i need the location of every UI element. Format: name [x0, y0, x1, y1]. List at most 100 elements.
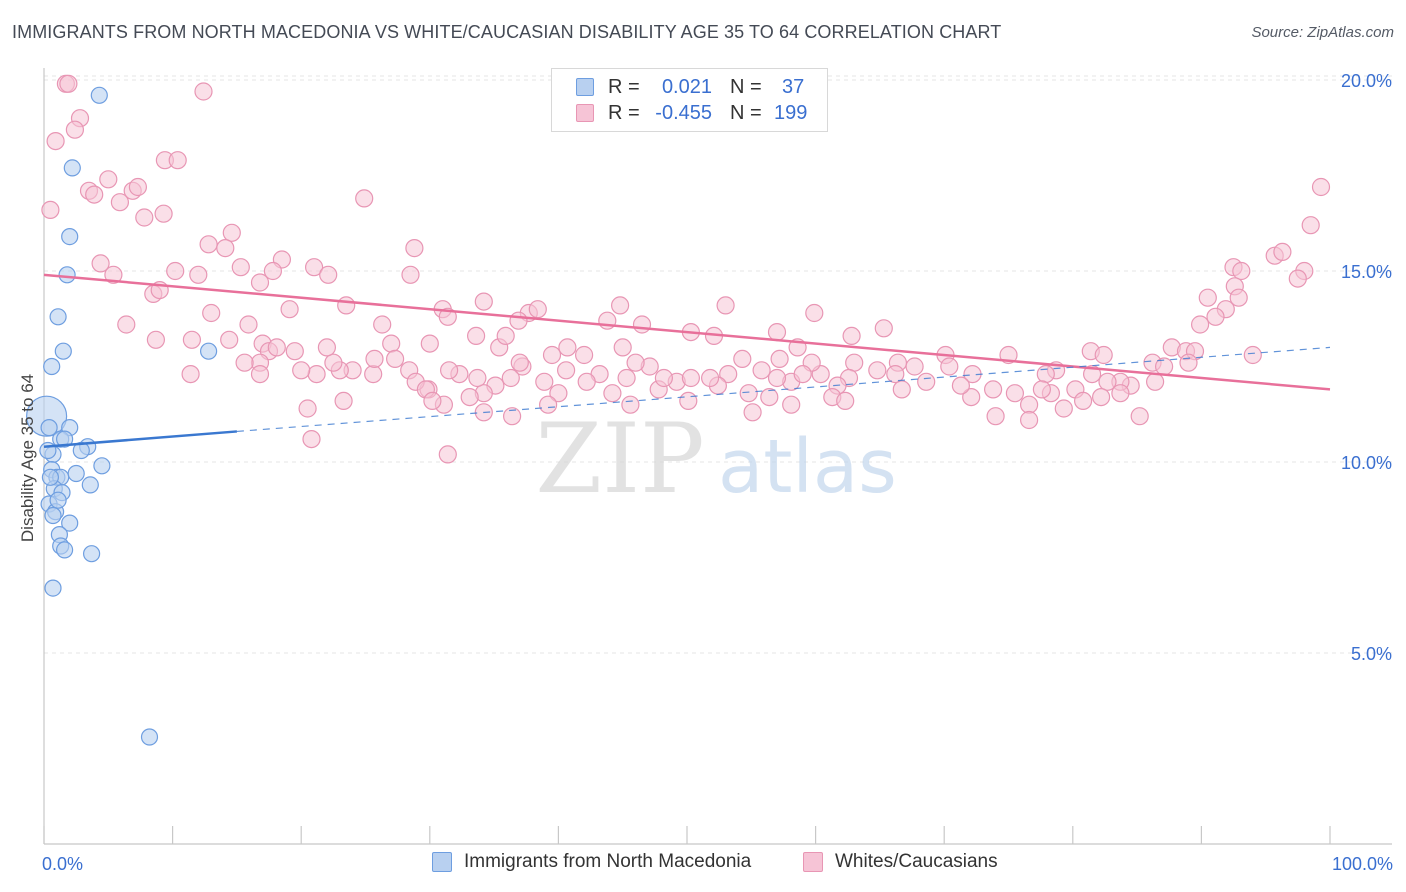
data-point-pink: [438, 445, 457, 464]
data-point-pink: [1145, 372, 1165, 391]
legend-row-blue: R = 0.021 N = 37: [576, 74, 804, 100]
data-point-pink: [940, 357, 959, 376]
data-point-pink: [182, 330, 201, 349]
data-point-pink: [782, 395, 801, 414]
data-point-pink: [460, 388, 479, 407]
data-point-blue: [49, 491, 67, 509]
data-point-pink: [302, 430, 321, 449]
data-point-pink: [496, 326, 515, 345]
legend-r-value: -0.455: [655, 101, 712, 124]
data-point-pink: [117, 315, 136, 334]
data-point-pink: [420, 334, 439, 353]
legend-n-label: N =: [730, 101, 762, 124]
data-point-pink: [46, 132, 65, 151]
data-point-pink: [222, 223, 241, 242]
data-point-pink: [401, 265, 420, 284]
data-point-pink: [41, 200, 60, 219]
data-point-pink: [719, 365, 738, 384]
data-point-pink: [558, 338, 577, 357]
data-point-pink: [1036, 365, 1055, 384]
data-point-pink: [951, 376, 971, 395]
data-point-pink: [1206, 307, 1225, 326]
legend-label: Whites/Caucasians: [835, 851, 998, 872]
data-point-blue: [61, 228, 79, 246]
data-point-pink: [474, 292, 493, 311]
legend-r-label: R =: [608, 75, 640, 98]
legend-swatch-blue: [576, 78, 594, 96]
data-point-pink: [467, 326, 486, 345]
data-point-pink: [556, 361, 576, 380]
data-point-pink: [1243, 345, 1262, 365]
legend-swatch-pink: [576, 104, 594, 122]
data-point-blue: [54, 342, 72, 360]
data-point-pink: [99, 170, 118, 189]
data-point-pink: [845, 353, 864, 372]
data-point-pink: [770, 349, 789, 368]
data-point-pink: [617, 368, 636, 388]
data-point-pink: [324, 353, 343, 372]
data-point-pink: [202, 303, 221, 323]
data-point-blue: [58, 266, 76, 284]
data-point-blue: [43, 357, 61, 376]
data-point-pink: [917, 372, 936, 391]
legend-r-value: 0.021: [661, 75, 712, 98]
data-point-pink: [983, 380, 1003, 399]
data-point-pink: [681, 368, 701, 388]
data-point-pink: [752, 361, 771, 380]
data-point-pink: [110, 193, 130, 212]
y-tick-label: 10.0%: [1341, 453, 1392, 473]
data-point-pink: [438, 307, 457, 326]
data-point-pink: [104, 265, 123, 284]
data-point-pink: [65, 120, 85, 139]
data-point-blue: [55, 541, 74, 559]
data-point-pink: [886, 365, 905, 384]
data-point-pink: [905, 357, 924, 376]
data-point-pink: [679, 391, 698, 410]
data-point-pink: [373, 315, 392, 334]
data-point-pink: [317, 338, 336, 357]
trend-lines: [43, 273, 1331, 448]
data-point-pink: [168, 151, 187, 170]
data-point-pink: [1190, 315, 1210, 334]
legend-n-value: 37: [782, 75, 805, 98]
data-point-pink: [986, 407, 1005, 426]
data-point-blue: [90, 86, 108, 104]
data-point-pink: [962, 388, 981, 407]
data-point-pink: [1005, 384, 1025, 403]
data-point-pink: [1073, 391, 1093, 410]
data-point-blue: [55, 430, 74, 448]
data-point-pink: [502, 407, 522, 426]
data-point-pink: [613, 338, 632, 357]
data-point-pink: [1311, 177, 1331, 197]
y-tick-label: 15.0%: [1341, 262, 1392, 282]
data-point-pink: [868, 361, 887, 380]
data-point-pink: [549, 384, 568, 403]
stats-legend: R = 0.021 N = 37 R = -0.455 N = 199: [551, 68, 828, 132]
data-point-blue: [72, 441, 90, 460]
legend-swatch-blue: [432, 852, 452, 872]
data-point-pink: [235, 353, 254, 372]
y-axis-title: Disability Age 35 to 64: [18, 374, 37, 542]
data-point-pink: [355, 189, 374, 208]
source-label: Source: ZipAtlas.com: [1251, 24, 1394, 41]
x-tick-label: 0.0%: [42, 854, 83, 874]
data-point-pink: [231, 258, 250, 277]
data-point-blue: [81, 476, 99, 494]
series-legend: Immigrants from North Macedonia Whites/C…: [0, 851, 1406, 877]
data-point-pink: [85, 185, 104, 204]
data-point-blue: [44, 506, 62, 525]
data-point-pink: [836, 391, 855, 410]
data-point-pink: [285, 342, 304, 361]
data-point-pink: [166, 261, 185, 281]
y-tick-label: 20.0%: [1341, 71, 1392, 91]
axis-labels: 5.0% 10.0% 15.0% 20.0% 0.0% 100.0% Disability …: [18, 71, 1393, 874]
data-point-pink: [405, 239, 424, 258]
data-point-pink: [1091, 388, 1111, 407]
data-point-pink: [250, 273, 270, 292]
x-tick-label: 100.0%: [1332, 854, 1393, 874]
data-point-pink: [181, 365, 200, 384]
data-point-pink: [1198, 288, 1217, 307]
data-point-pink: [1098, 372, 1117, 391]
data-point-pink: [319, 265, 338, 284]
